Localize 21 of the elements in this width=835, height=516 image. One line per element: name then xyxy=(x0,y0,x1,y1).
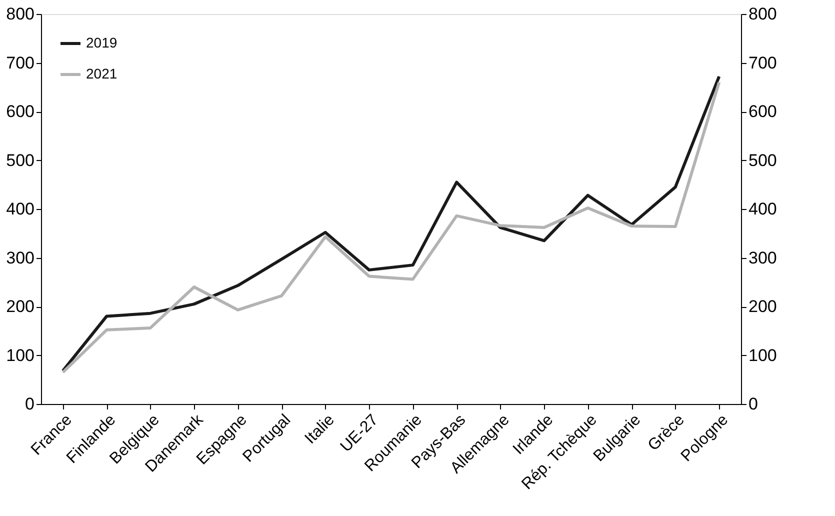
y-tick-label: 0 xyxy=(25,394,34,414)
y-tick-label: 500 xyxy=(6,150,34,170)
y-tick-label: 200 xyxy=(6,297,34,316)
y2-tick-label: 100 xyxy=(748,346,777,365)
y-tick-label: 400 xyxy=(6,200,34,218)
y2-tick-label: 600 xyxy=(748,102,777,121)
y2-tick-label: 200 xyxy=(748,297,777,316)
y-tick-label: 600 xyxy=(6,102,34,121)
y-tick-label: 100 xyxy=(6,346,34,365)
y2-tick-label: 500 xyxy=(748,150,777,170)
legend-label: 2019 xyxy=(86,34,118,50)
y2-tick-label: 400 xyxy=(748,200,777,218)
y-tick-label: 300 xyxy=(6,248,34,268)
y2-tick-label: 0 xyxy=(748,394,758,414)
y-tick-label: 800 xyxy=(6,4,34,24)
legend-label: 2021 xyxy=(86,66,118,82)
y2-tick-label: 700 xyxy=(748,53,777,72)
y-tick-label: 700 xyxy=(6,53,34,72)
x-tick-label: Italie xyxy=(302,411,338,448)
y2-tick-label: 800 xyxy=(748,4,777,24)
y2-tick-label: 300 xyxy=(748,248,777,268)
